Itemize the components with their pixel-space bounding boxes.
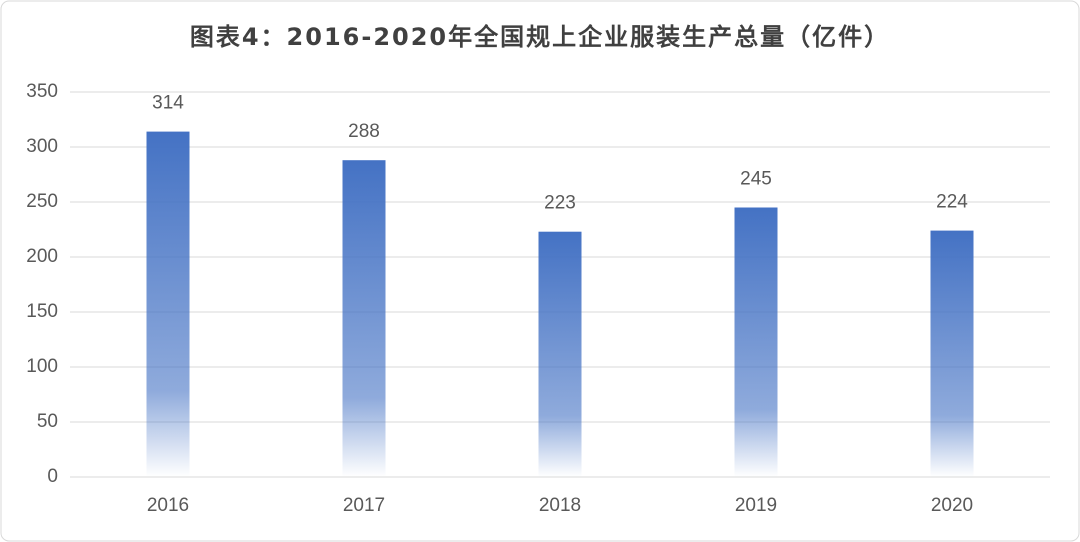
data-label: 288 — [348, 121, 380, 142]
data-label: 224 — [936, 192, 968, 213]
bar — [930, 230, 974, 477]
bar — [342, 160, 386, 477]
y-tick-label: 0 — [47, 466, 58, 487]
x-tick-label: 2016 — [147, 495, 189, 516]
y-tick-label: 250 — [26, 191, 58, 212]
data-label: 245 — [740, 169, 772, 190]
bar — [734, 207, 778, 477]
y-tick-label: 150 — [26, 301, 58, 322]
data-label: 314 — [152, 93, 184, 114]
y-tick-label: 350 — [26, 81, 58, 102]
chart-title: 图表4：2016-2020年全国规上企业服装生产总量（亿件） — [190, 23, 890, 51]
y-tick-label: 100 — [26, 356, 58, 377]
x-tick-label: 2017 — [343, 495, 385, 516]
x-tick-label: 2020 — [931, 495, 973, 516]
y-tick-label: 50 — [37, 411, 58, 432]
x-tick-label: 2018 — [539, 495, 581, 516]
y-tick-label: 300 — [26, 136, 58, 157]
y-tick-label: 200 — [26, 246, 58, 267]
bar — [538, 231, 582, 477]
x-tick-label: 2019 — [735, 495, 777, 516]
data-label: 223 — [544, 193, 576, 214]
bar — [146, 131, 190, 477]
